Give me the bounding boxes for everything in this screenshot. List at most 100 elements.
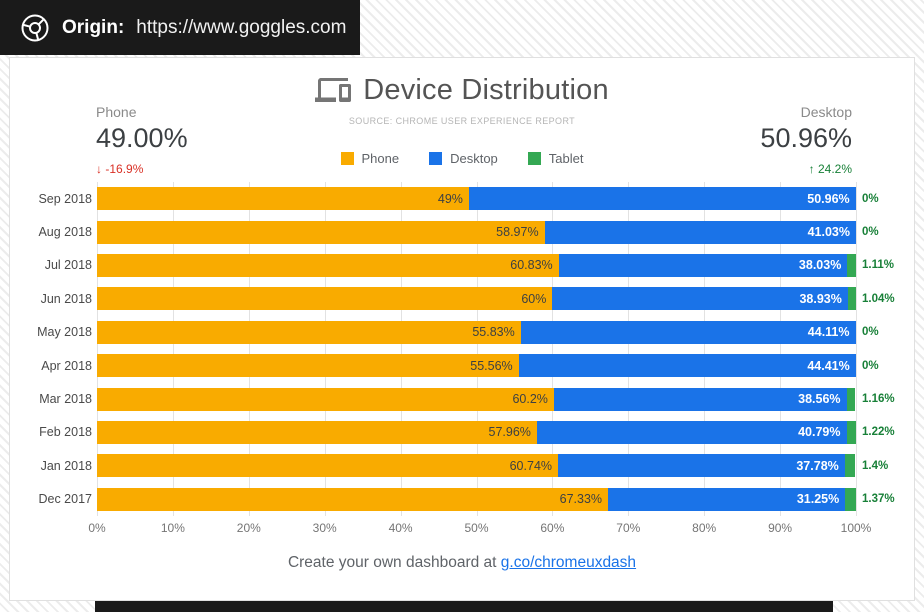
bar-segment-tablet[interactable]	[847, 287, 856, 311]
desktop-stat-delta: ↑ 24.2%	[760, 162, 852, 176]
devices-icon	[315, 72, 352, 108]
bar-value-label: 60.2%	[512, 392, 548, 407]
bar-segment-desktop[interactable]: 38.93%	[552, 287, 848, 311]
bar-value-label: 38.93%	[799, 291, 842, 306]
bar-segment-desktop[interactable]: 37.78%	[558, 454, 845, 478]
phone-stat-delta: ↓ -16.9%	[96, 162, 188, 176]
bar-value-label: 37.78%	[796, 458, 839, 473]
bar-value-label: 40.79%	[798, 425, 841, 440]
bar-segment-tablet[interactable]	[846, 387, 856, 411]
chart-subtitle: SOURCE: CHROME USER EXPERIENCE REPORT	[348, 116, 576, 126]
bar-value-label: 55.56%	[470, 358, 513, 373]
chromeuxdash-link[interactable]: g.co/chromeuxdash	[500, 553, 637, 571]
bar-value-label: 41.03%	[807, 225, 850, 240]
x-axis-tick-label: 10%	[160, 520, 185, 535]
bar-segment-desktop[interactable]: 38.56%	[553, 387, 847, 411]
bar-row: 60.2% 38.56%	[97, 382, 856, 415]
desktop-stat-value: 50.96%	[760, 123, 852, 153]
tablet-value-label: 1.4%	[862, 459, 889, 472]
bar-row: 55.56% 44.41%	[97, 349, 856, 382]
y-axis-label: Mar 2018	[39, 392, 92, 407]
origin-label: Origin:	[62, 16, 125, 38]
y-axis-label: Jul 2018	[44, 258, 92, 273]
x-axis-tick-label: 30%	[312, 520, 337, 535]
origin-url: https://www.goggles.com	[136, 16, 347, 38]
gridline	[324, 182, 326, 516]
legend-label-phone: Phone	[361, 151, 400, 166]
bar-segment-tablet[interactable]	[844, 454, 856, 478]
x-axis-tick-label: 80%	[692, 520, 717, 535]
bar-value-label: 55.83%	[472, 325, 515, 340]
bar-segment-phone[interactable]: 55.56%	[97, 354, 519, 378]
bar-value-label: 58.97%	[496, 225, 539, 240]
bar-segment-desktop[interactable]: 31.25%	[608, 487, 846, 511]
gridline	[476, 182, 478, 516]
x-axis-tick-label: 70%	[616, 520, 641, 535]
x-axis-tick-label: 100%	[840, 520, 872, 535]
bar-rows: 49% 50.96% 58.97% 41.03% 60.83% 38.03% 60% 38.9…	[97, 182, 856, 516]
legend-item-tablet[interactable]: Tablet	[527, 151, 584, 166]
legend-item-phone[interactable]: Phone	[340, 151, 400, 166]
y-axis-label: Jun 2018	[40, 291, 92, 306]
footer-text: Create your own dashboard at	[287, 553, 497, 571]
y-axis-label: Jan 2018	[40, 458, 92, 473]
gridline	[628, 182, 630, 516]
phone-swatch-icon	[340, 152, 354, 165]
bar-segment-phone[interactable]: 49%	[97, 187, 469, 211]
phone-stat-label: Phone	[96, 104, 137, 120]
origin-bar: Origin: https://www.goggles.com	[0, 0, 361, 55]
tablet-value-label: 0%	[862, 226, 879, 239]
bar-segment-desktop[interactable]: 50.96%	[468, 187, 856, 211]
bar-row: 58.97% 41.03%	[97, 215, 856, 248]
y-axis: Sep 2018 Aug 2018 Jul 2018 Jun 2018 May 2018…	[10, 182, 92, 538]
bar-segment-phone[interactable]: 58.97%	[97, 220, 545, 244]
bar-segment-phone[interactable]: 60.83%	[97, 253, 559, 277]
tablet-value-label: 1.16%	[862, 393, 895, 406]
bar-segment-phone[interactable]: 67.33%	[97, 487, 609, 511]
bar-row: 49% 50.96%	[97, 182, 856, 215]
y-axis-label: Sep 2018	[38, 191, 92, 206]
bar-value-label: 60.74%	[509, 458, 553, 473]
bar-segment-desktop[interactable]: 44.41%	[518, 354, 856, 378]
bar-row: 60.74% 37.78%	[97, 449, 856, 482]
bar-segment-tablet[interactable]	[847, 253, 856, 277]
bar-segment-desktop[interactable]: 38.03%	[558, 253, 848, 277]
phone-stat-value: 49.00%	[96, 123, 188, 153]
bar-segment-phone[interactable]: 60.74%	[97, 454, 559, 478]
bar-segment-phone[interactable]: 57.96%	[97, 420, 537, 444]
bar-segment-phone[interactable]: 60%	[97, 287, 553, 311]
bar-segment-desktop[interactable]: 41.03%	[544, 220, 856, 244]
gridlines	[97, 182, 857, 516]
bar-segment-phone[interactable]: 60.2%	[97, 387, 554, 411]
chart-header: Device Distribution SOURCE: CHROME USER …	[10, 72, 914, 126]
desktop-stat: Desktop 50.96% ↑ 24.2%	[760, 104, 852, 176]
bar-segment-phone[interactable]: 55.83%	[97, 320, 521, 344]
y-axis-label: May 2018	[37, 325, 92, 340]
x-axis-tick-label: 60%	[540, 520, 565, 535]
arrow-down-icon: ↓	[96, 162, 102, 176]
legend-item-desktop[interactable]: Desktop	[429, 151, 498, 166]
chrome-logo-icon	[20, 13, 50, 43]
y-axis-label: Aug 2018	[38, 225, 92, 240]
bar-segment-tablet[interactable]	[845, 487, 856, 511]
gridline	[172, 182, 174, 516]
bar-segment-tablet[interactable]	[846, 420, 856, 444]
stacked-bar-chart: Sep 2018 Aug 2018 Jul 2018 Jun 2018 May 2018…	[10, 182, 914, 538]
bar-segment-desktop[interactable]: 44.11%	[520, 320, 856, 344]
bar-row: 60.83% 38.03%	[97, 249, 856, 282]
x-axis-tick-label: 90%	[768, 520, 793, 535]
bar-row: 55.83% 44.11%	[97, 316, 856, 349]
phone-stat: Phone 49.00% ↓ -16.9%	[96, 104, 188, 176]
page-title: Device Distribution	[363, 73, 609, 106]
tablet-value-labels: 0% 0% 1.11% 1.04% 0% 0% 1.16% 1.22% 1.4% 1.37%	[856, 182, 914, 538]
bar-value-label: 38.03%	[798, 258, 842, 273]
y-axis-label: Feb 2018	[39, 425, 92, 440]
plot-area: 49% 50.96% 58.97% 41.03% 60.83% 38.03% 60% 38.9…	[88, 182, 871, 538]
bar-row: 57.96% 40.79%	[97, 416, 856, 449]
bar-value-label: 60%	[521, 291, 547, 306]
tablet-value-label: 1.04%	[862, 292, 895, 305]
tablet-value-label: 0%	[862, 326, 879, 339]
bar-row: 60% 38.93%	[97, 282, 856, 315]
bar-segment-desktop[interactable]: 40.79%	[536, 420, 847, 444]
bar-row: 67.33% 31.25%	[97, 483, 856, 516]
